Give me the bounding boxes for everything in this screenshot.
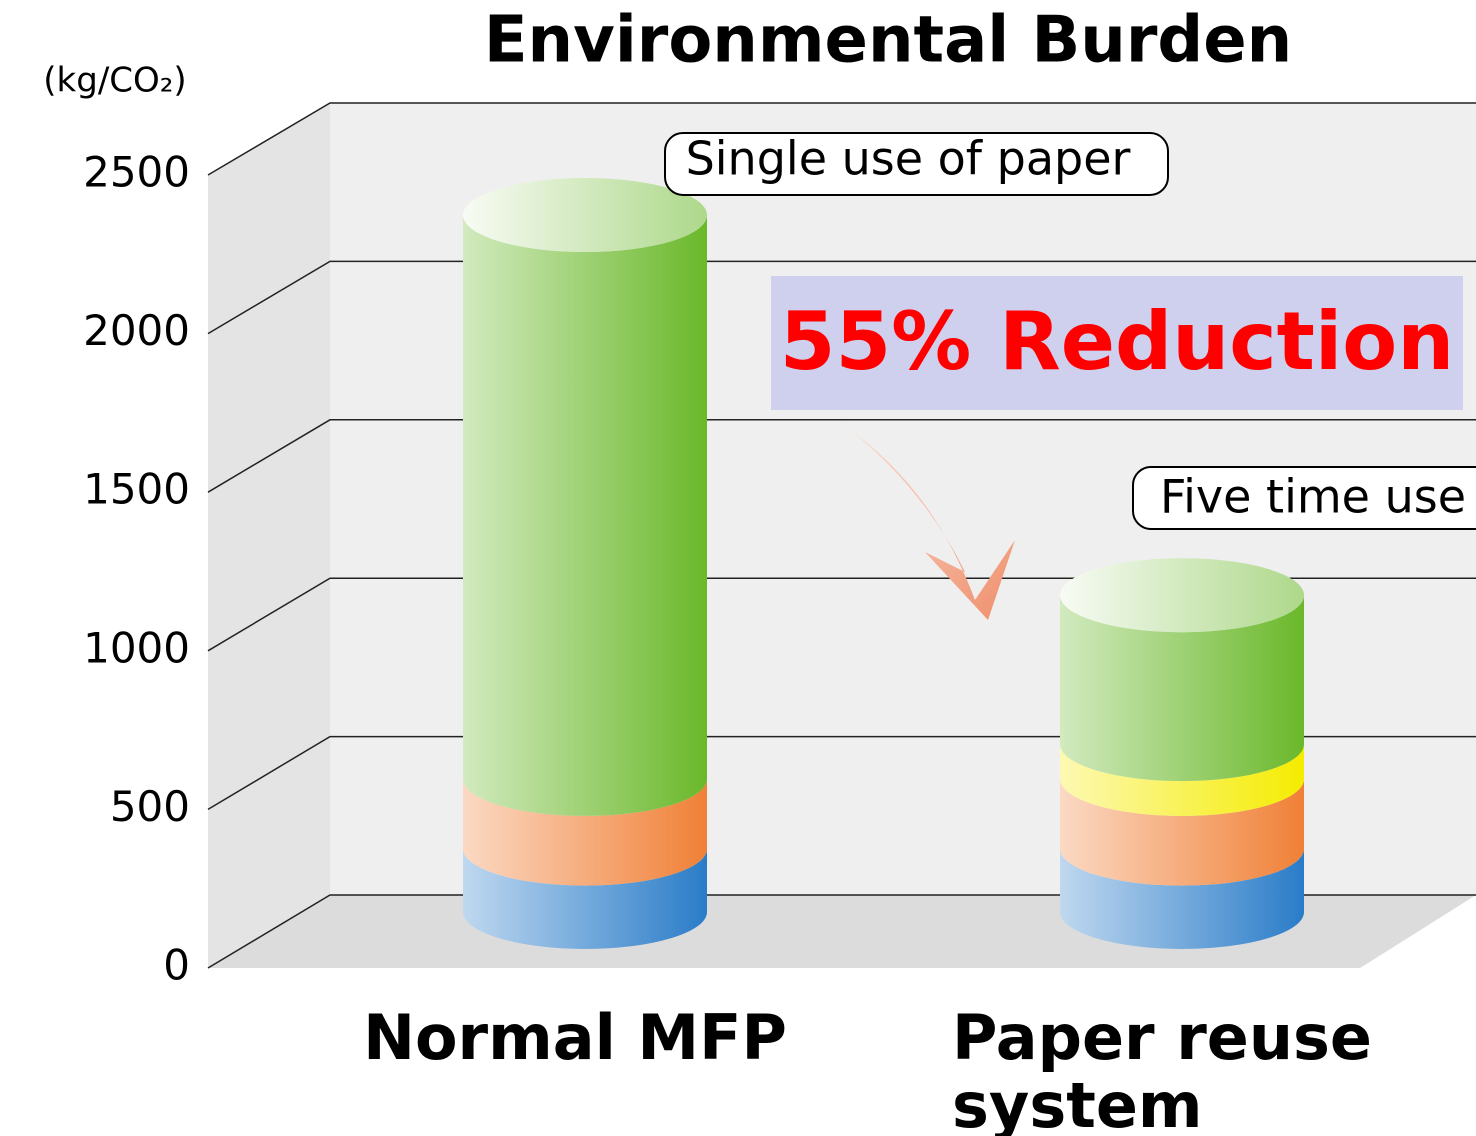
- y-tick-label: 1500: [83, 465, 190, 514]
- bar-top: [1060, 558, 1304, 633]
- bars: [463, 178, 1304, 949]
- bar-segment: [463, 848, 707, 949]
- bar-segment: [463, 215, 707, 816]
- annotation: Five time use: [1160, 470, 1466, 524]
- grid-line: [207, 102, 1476, 176]
- reduction-label: 55% Reduction: [780, 295, 1454, 388]
- bar-segment: [1060, 778, 1304, 886]
- annotation-box: [1132, 466, 1476, 530]
- grid-line: [207, 419, 1476, 493]
- annotation: Single use of paper: [686, 132, 1131, 186]
- side-wall: [208, 103, 330, 968]
- bar-segment: [463, 778, 707, 886]
- y-axis-label: (kg/CO₂): [43, 61, 186, 101]
- bar-segment: [1060, 744, 1304, 816]
- y-tick-label: 500: [110, 782, 190, 831]
- y-tick-label: 2500: [83, 148, 190, 197]
- y-tick-label: 1000: [83, 623, 190, 672]
- grid-line: [207, 260, 1476, 335]
- bar-top: [463, 178, 707, 253]
- chart-title: Environmental Burden: [484, 4, 1292, 78]
- y-tick-label: 0: [163, 941, 190, 990]
- x-tick-label: Paper reuse system: [952, 1001, 1372, 1136]
- x-tick-label: Normal MFP: [363, 1001, 787, 1074]
- reduction-box: [771, 276, 1463, 410]
- bar-segment: [1060, 595, 1304, 782]
- y-tick-label: 2000: [83, 306, 190, 355]
- annotation-box: [664, 132, 1169, 196]
- bar-segment: [1060, 848, 1304, 949]
